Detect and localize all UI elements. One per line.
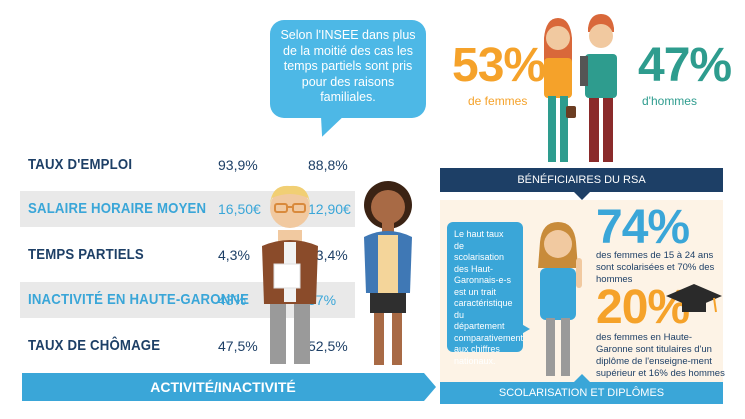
stat-men-value: 93,9% — [218, 157, 258, 173]
rsa-men-label: d'hommes — [642, 94, 697, 108]
stat-women-value: 13,4% — [308, 247, 348, 263]
activity-banner-label: ACTIVITÉ/INACTIVITÉ — [150, 379, 296, 395]
stat-women-value: 12,90€ — [308, 201, 351, 217]
banner-arrow-icon — [573, 374, 590, 382]
banner-arrow-icon — [573, 192, 590, 200]
woman-illustration — [364, 181, 412, 365]
scolarisation-stat1-pct: 74% — [596, 201, 690, 254]
rsa-banner-label: BÉNÉFICIAIRES DU RSA — [517, 174, 646, 186]
rsa-women-label: de femmes — [468, 94, 528, 108]
graduation-cap-icon — [666, 284, 722, 313]
rsa-women-pct: 53% — [452, 39, 546, 92]
rsa-man-illustration — [580, 14, 617, 162]
stat-men-value: 43% — [218, 292, 247, 308]
activity-banner: ACTIVITÉ/INACTIVITÉ — [22, 373, 436, 401]
stat-men-value: 4,3% — [218, 247, 250, 263]
stat-label: INACTIVITÉ EN HAUTE-GARONNE — [28, 291, 250, 308]
scolarisation-bubble-text: Le haut taux de scolarisation des Haut-G… — [454, 229, 524, 366]
banner-arrow-icon — [424, 373, 436, 401]
stat-label: TAUX D'EMPLOI — [28, 156, 133, 173]
speech-bubble-text: Selon l'INSEE dans plus de la moitié des… — [280, 28, 416, 104]
stat-women-value: 52,5% — [308, 338, 348, 354]
stat-women-value: 88,8% — [308, 157, 348, 173]
stat-label: TAUX DE CHÔMAGE — [28, 337, 161, 354]
stat-label: TEMPS PARTIELS — [28, 246, 144, 263]
scolarisation-stat2-text: des femmes en Haute-Garonne sont titulai… — [596, 332, 725, 379]
scolarisation-stat1-text: des femmes de 15 à 24 ans sont scolarisé… — [596, 250, 715, 285]
scolarisation-banner-label: SCOLARISATION ET DIPLÔMES — [498, 387, 665, 399]
rsa-banner: BÉNÉFICIAIRES DU RSA — [440, 168, 723, 200]
stat-men-value: 16,50€ — [218, 201, 261, 217]
student-girl-illustration — [538, 222, 582, 376]
rsa-woman-illustration — [544, 18, 576, 162]
speech-bubble: Selon l'INSEE dans plus de la moitié des… — [270, 20, 426, 118]
stat-row-employment: TAUX D'EMPLOI 93,9% 88,8% — [20, 147, 355, 183]
stat-row-unemployment: TAUX DE CHÔMAGE 47,5% 52,5% — [20, 328, 355, 364]
scolarisation-banner: SCOLARISATION ET DIPLÔMES — [440, 374, 723, 404]
rsa-men-pct: 47% — [638, 39, 732, 92]
stat-row-part-time: TEMPS PARTIELS 4,3% 13,4% — [20, 237, 355, 273]
scolarisation-bubble: Le haut taux de scolarisation des Haut-G… — [447, 222, 523, 366]
scolarisation-stat2-pct: 20% — [596, 281, 690, 334]
man-illustration — [262, 185, 318, 364]
stat-label: SALAIRE HORAIRE MOYEN — [28, 200, 207, 217]
stat-men-value: 47,5% — [218, 338, 258, 354]
